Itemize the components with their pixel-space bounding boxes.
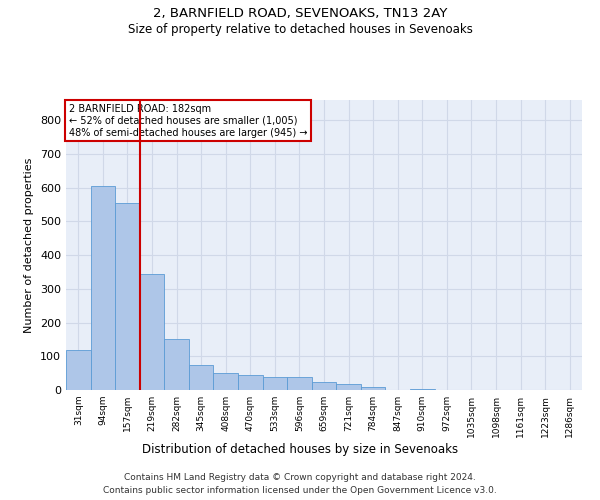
Text: Contains public sector information licensed under the Open Government Licence v3: Contains public sector information licen… [103, 486, 497, 495]
Text: Contains HM Land Registry data © Crown copyright and database right 2024.: Contains HM Land Registry data © Crown c… [124, 472, 476, 482]
Text: Distribution of detached houses by size in Sevenoaks: Distribution of detached houses by size … [142, 442, 458, 456]
Bar [189, 364, 214, 390]
Bar [361, 386, 385, 390]
Bar [91, 186, 115, 390]
Bar [336, 384, 361, 390]
Bar [115, 203, 140, 390]
Text: 2, BARNFIELD ROAD, SEVENOAKS, TN13 2AY: 2, BARNFIELD ROAD, SEVENOAKS, TN13 2AY [153, 8, 447, 20]
Bar [410, 389, 434, 390]
Bar [287, 377, 312, 390]
Text: 2 BARNFIELD ROAD: 182sqm
← 52% of detached houses are smaller (1,005)
48% of sem: 2 BARNFIELD ROAD: 182sqm ← 52% of detach… [68, 104, 307, 138]
Y-axis label: Number of detached properties: Number of detached properties [25, 158, 34, 332]
Bar [164, 340, 189, 390]
Text: Size of property relative to detached houses in Sevenoaks: Size of property relative to detached ho… [128, 22, 472, 36]
Bar [263, 376, 287, 390]
Bar [214, 373, 238, 390]
Bar [238, 375, 263, 390]
Bar [66, 350, 91, 390]
Bar [312, 382, 336, 390]
Bar [140, 274, 164, 390]
